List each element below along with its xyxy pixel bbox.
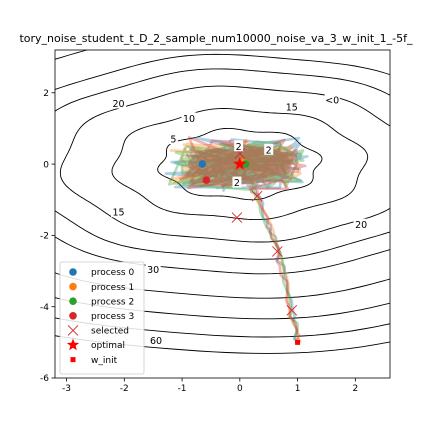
y-tick-label: 2	[43, 89, 49, 99]
y-axis-ticks: 2 0 -2 -4 -6	[40, 89, 55, 384]
contour-label: 20	[112, 99, 124, 110]
x-tick-label: 0	[237, 384, 243, 394]
x-tick-label: -2	[120, 384, 129, 394]
x-axis-ticks: -3 -2 -1 0 1 2	[62, 378, 358, 394]
contour-label-bg	[181, 112, 197, 124]
w-init-marker	[295, 339, 301, 345]
legend-label: process 0	[91, 268, 134, 278]
y-tick-label: -4	[40, 303, 49, 313]
contour-label: 20	[355, 220, 367, 231]
contour-label: 30	[147, 265, 159, 276]
legend-label: process 2	[91, 297, 134, 307]
contour-label-bg	[232, 176, 242, 188]
contour-labels: 2 2 2 5 10 15 15 20 20 30 <0 60	[111, 93, 369, 347]
contour-label-bg	[284, 101, 300, 113]
contour-label-bg	[148, 334, 164, 346]
contour-label: 2	[266, 145, 272, 156]
contour-label: 10	[183, 114, 195, 125]
selected-marker	[272, 246, 283, 257]
selected-marker	[286, 304, 298, 316]
contour-label: 2	[236, 142, 242, 153]
legend-box	[59, 261, 145, 375]
contour-label: 60	[150, 336, 162, 347]
legend-marker-process-1	[69, 282, 77, 291]
legend-label: process 3	[91, 312, 134, 322]
x-tick-label: 1	[295, 384, 301, 394]
chart-title: tory_noise_student_t_D_2_sample_num10000…	[19, 32, 413, 45]
contour-line	[55, 68, 390, 260]
contour-label: <0	[325, 95, 339, 106]
x-tick-label: 2	[352, 384, 358, 394]
legend-marker-process-3	[69, 312, 77, 320]
x-tick-label: -1	[178, 384, 187, 394]
legend-marker-selected	[67, 325, 79, 336]
legend: process 0 process 1 process 2 process 3 sele…	[59, 261, 145, 375]
legend-marker-w-init	[70, 357, 76, 363]
contour-label-bg	[111, 206, 127, 218]
contour-label-bg	[234, 140, 244, 152]
contour-label: 15	[112, 208, 124, 219]
contour-label-bg	[168, 133, 178, 145]
legend-label: optimal	[91, 341, 125, 351]
legend-label: selected	[91, 327, 129, 337]
contour-label: 2	[234, 178, 240, 189]
contour-label-bg	[111, 97, 127, 109]
y-tick-label: 0	[43, 160, 49, 170]
x-tick-label: -3	[62, 384, 71, 394]
endpoint-process-3	[202, 176, 211, 184]
contour-line	[111, 108, 369, 221]
contour-label: 5	[170, 135, 176, 146]
legend-marker-process-2	[69, 297, 77, 306]
contour-label-bg	[264, 143, 274, 155]
legend-marker-optimal	[66, 338, 80, 351]
optimal-marker	[233, 157, 247, 170]
contour-line	[55, 53, 390, 275]
contour-line	[157, 127, 323, 201]
plot-frame	[54, 49, 391, 379]
contour-label-bg	[353, 218, 369, 230]
legend-label: process 1	[91, 283, 134, 293]
y-tick-label: -2	[40, 232, 49, 242]
y-tick-label: -6	[40, 374, 49, 384]
selected-marker	[231, 212, 243, 223]
contour-label: 15	[286, 103, 298, 114]
legend-label: w_init	[91, 356, 118, 366]
contour-label-bg	[145, 263, 161, 275]
endpoint-process-0	[198, 160, 207, 168]
legend-marker-process-0	[69, 268, 77, 276]
contour-label-bg	[324, 93, 340, 105]
selected-marker	[251, 190, 263, 202]
